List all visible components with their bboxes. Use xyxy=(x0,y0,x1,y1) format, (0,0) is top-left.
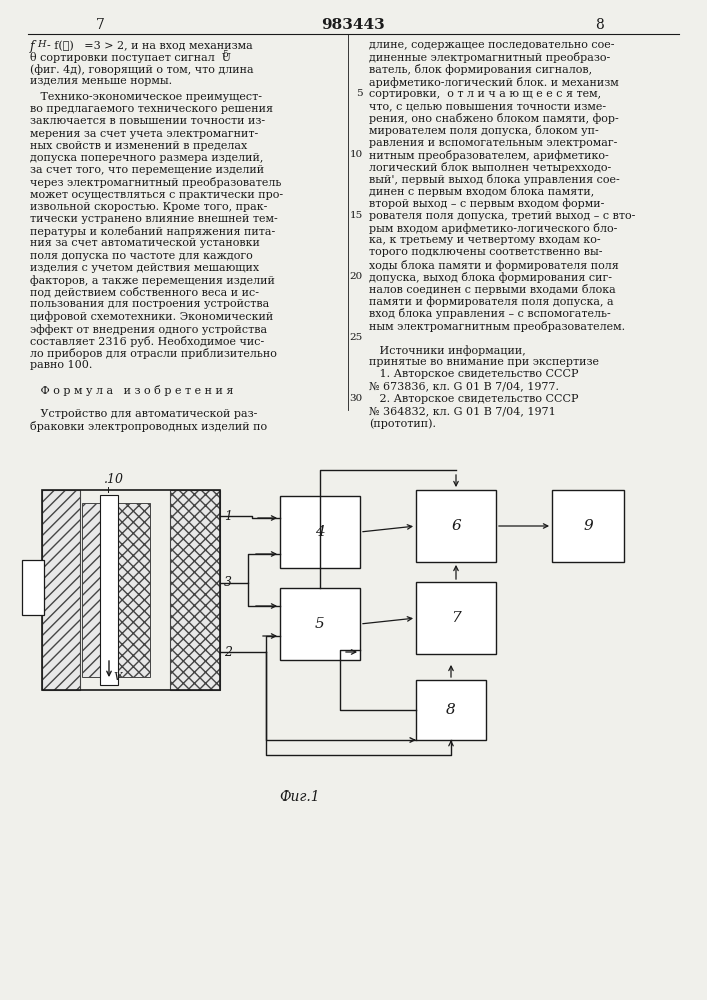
Text: 25: 25 xyxy=(350,333,363,342)
Text: под действием собственного веса и ис-: под действием собственного веса и ис- xyxy=(30,287,259,298)
Text: 1. Авторское свидетельство СССР: 1. Авторское свидетельство СССР xyxy=(369,369,578,379)
Text: второй выход – с первым входом форми-: второй выход – с первым входом форми- xyxy=(369,199,604,209)
Text: что, с целью повышения точности изме-: что, с целью повышения точности изме- xyxy=(369,101,606,111)
Text: Источники информации,: Источники информации, xyxy=(369,345,526,356)
Text: за счет того, что перемещение изделий: за счет того, что перемещение изделий xyxy=(30,165,264,175)
Text: - f(ℓ)   =3 > 2, и на вход механизма: - f(ℓ) =3 > 2, и на вход механизма xyxy=(47,40,252,51)
Text: 8: 8 xyxy=(595,18,604,32)
Text: (прототип).: (прототип). xyxy=(369,418,436,429)
Text: 20: 20 xyxy=(350,272,363,281)
Bar xyxy=(280,588,360,660)
Text: Технико-экономическое преимущест-: Технико-экономическое преимущест- xyxy=(30,92,262,102)
Text: тически устранено влияние внешней тем-: тически устранено влияние внешней тем- xyxy=(30,214,278,224)
Text: изделия меньше нормы.: изделия меньше нормы. xyxy=(30,76,172,86)
Text: 10: 10 xyxy=(350,150,363,159)
Text: 9: 9 xyxy=(583,519,593,533)
Text: 5: 5 xyxy=(315,617,325,631)
Bar xyxy=(416,680,486,740)
Text: диненные электромагнитный преобразо-: диненные электромагнитный преобразо- xyxy=(369,52,610,63)
Text: № 364832, кл. G 01 B 7/04, 1971: № 364832, кл. G 01 B 7/04, 1971 xyxy=(369,406,556,416)
Text: через электромагнитный преобразователь: через электромагнитный преобразователь xyxy=(30,177,281,188)
Text: во предлагаемого технического решения: во предлагаемого технического решения xyxy=(30,104,273,114)
Text: логический блок выполнен четырехходо-: логический блок выполнен четырехходо- xyxy=(369,162,612,173)
Text: 8: 8 xyxy=(446,703,456,717)
Text: допуска поперечного размера изделий,: допуска поперечного размера изделий, xyxy=(30,153,264,163)
Text: 2: 2 xyxy=(224,646,232,658)
Bar xyxy=(416,582,496,654)
Text: допуска, выход блока формирования сиг-: допуска, выход блока формирования сиг- xyxy=(369,272,612,283)
Text: Ф о р м у л а   и з о б р е т е н и я: Ф о р м у л а и з о б р е т е н и я xyxy=(30,385,233,396)
Text: пературы и колебаний напряжения пита-: пературы и колебаний напряжения пита- xyxy=(30,226,275,237)
Bar xyxy=(170,490,220,690)
Text: рения, оно снабжено блоком памяти, фор-: рения, оно снабжено блоком памяти, фор- xyxy=(369,113,619,124)
Text: налов соединен с первыми входами блока: налов соединен с первыми входами блока xyxy=(369,284,616,295)
Text: .10: .10 xyxy=(104,473,124,486)
Bar xyxy=(100,495,118,685)
Text: заключается в повышении точности из-: заключается в повышении точности из- xyxy=(30,116,265,126)
Text: 7: 7 xyxy=(451,611,461,625)
Text: равно 100.: равно 100. xyxy=(30,360,93,370)
Text: поля допуска по частоте для каждого: поля допуска по частоте для каждого xyxy=(30,251,252,261)
Text: Фиг.1: Фиг.1 xyxy=(280,790,320,804)
Text: вход блока управления – с вспомогатель-: вход блока управления – с вспомогатель- xyxy=(369,308,611,319)
Text: θ сортировки поступает сигнал  U: θ сортировки поступает сигнал U xyxy=(30,52,231,63)
Text: сортировки,  о т л и ч а ю щ е е с я тем,: сортировки, о т л и ч а ю щ е е с я тем, xyxy=(369,89,601,99)
Text: рователя поля допуска, третий выход – с вто-: рователя поля допуска, третий выход – с … xyxy=(369,211,636,221)
Text: 2. Авторское свидетельство СССР: 2. Авторское свидетельство СССР xyxy=(369,394,578,404)
Text: 30: 30 xyxy=(350,394,363,403)
Text: 983443: 983443 xyxy=(321,18,385,32)
Text: извольной скоростью. Кроме того, прак-: извольной скоростью. Кроме того, прак- xyxy=(30,202,267,212)
Text: цифровой схемотехники. Экономический: цифровой схемотехники. Экономический xyxy=(30,312,273,322)
Bar xyxy=(552,490,624,562)
Text: памяти и формирователя поля допуска, а: памяти и формирователя поля допуска, а xyxy=(369,296,614,307)
Text: ватель, блок формирования сигналов,: ватель, блок формирования сигналов, xyxy=(369,64,592,75)
Text: может осуществляться с практически про-: может осуществляться с практически про- xyxy=(30,190,283,200)
Text: ния за счет автоматической установки: ния за счет автоматической установки xyxy=(30,238,260,248)
Text: браковки электропроводных изделий по: браковки электропроводных изделий по xyxy=(30,421,267,432)
Text: № 673836, кл. G 01 B 7/04, 1977.: № 673836, кл. G 01 B 7/04, 1977. xyxy=(369,382,559,392)
Bar xyxy=(22,560,44,615)
Text: 7: 7 xyxy=(95,18,105,32)
Text: мерения за счет учета электромагнит-: мерения за счет учета электромагнит- xyxy=(30,129,258,139)
Text: ло приборов для отрасли приблизительно: ло приборов для отрасли приблизительно xyxy=(30,348,277,359)
Text: динен с первым входом блока памяти,: динен с первым входом блока памяти, xyxy=(369,186,595,197)
Bar xyxy=(82,503,114,677)
Bar xyxy=(42,490,80,690)
Text: Устройство для автоматической раз-: Устройство для автоматической раз- xyxy=(30,409,257,419)
Text: ка, к третьему и четвертому входам ко-: ка, к третьему и четвертому входам ко- xyxy=(369,235,601,245)
Text: длине, содержащее последовательно сое-: длине, содержащее последовательно сое- xyxy=(369,40,614,50)
Text: ных свойств и изменений в пределах: ных свойств и изменений в пределах xyxy=(30,141,247,151)
Text: 3: 3 xyxy=(224,576,232,589)
Text: ным электромагнитным преобразователем.: ным электромагнитным преобразователем. xyxy=(369,321,625,332)
Text: факторов, а также перемещения изделий: факторов, а также перемещения изделий xyxy=(30,275,275,286)
Text: f: f xyxy=(30,40,35,53)
Bar xyxy=(280,496,360,568)
Text: мирователем поля допуска, блоком уп-: мирователем поля допуска, блоком уп- xyxy=(369,125,599,136)
Bar xyxy=(42,490,220,690)
Text: 5: 5 xyxy=(356,89,363,98)
Text: ходы блока памяти и формирователя поля: ходы блока памяти и формирователя поля xyxy=(369,260,619,271)
Text: нитным преобразователем, арифметико-: нитным преобразователем, арифметико- xyxy=(369,150,609,161)
Text: торого подключены соответственно вы-: торого подключены соответственно вы- xyxy=(369,247,602,257)
Text: H: H xyxy=(37,40,45,49)
Text: пользования для построения устройства: пользования для построения устройства xyxy=(30,299,269,309)
Bar xyxy=(118,503,150,677)
Text: принятые во внимание при экспертизе: принятые во внимание при экспертизе xyxy=(369,357,599,367)
Text: 6: 6 xyxy=(451,519,461,533)
Text: равления и вспомогательным электромаг-: равления и вспомогательным электромаг- xyxy=(369,138,617,148)
Text: 4: 4 xyxy=(315,525,325,539)
Text: составляет 2316 руб. Необходимое чис-: составляет 2316 руб. Необходимое чис- xyxy=(30,336,264,347)
Text: 5: 5 xyxy=(222,50,228,59)
Text: 1: 1 xyxy=(224,510,232,522)
Text: (фиг. 4д), говорящий о том, что длина: (фиг. 4д), говорящий о том, что длина xyxy=(30,64,254,75)
Text: рым входом арифметико-логического бло-: рым входом арифметико-логического бло- xyxy=(369,223,617,234)
Text: V: V xyxy=(113,672,121,682)
Text: вый', первый выход блока управления сое-: вый', первый выход блока управления сое- xyxy=(369,174,620,185)
Text: арифметико-логический блок. и механизм: арифметико-логический блок. и механизм xyxy=(369,77,619,88)
Text: 15: 15 xyxy=(350,211,363,220)
Text: эффект от внедрения одного устройства: эффект от внедрения одного устройства xyxy=(30,324,267,335)
Text: изделия с учетом действия мешающих: изделия с учетом действия мешающих xyxy=(30,263,259,273)
Bar xyxy=(416,490,496,562)
